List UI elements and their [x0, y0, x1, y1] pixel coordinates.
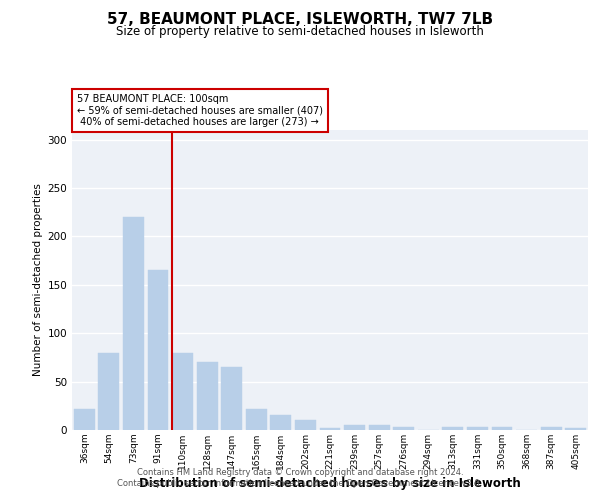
Bar — [197, 362, 218, 430]
Bar — [320, 428, 340, 430]
Bar — [393, 427, 414, 430]
Bar — [221, 367, 242, 430]
Bar — [491, 427, 512, 430]
Bar — [123, 217, 144, 430]
Bar — [295, 420, 316, 430]
Bar — [271, 416, 292, 430]
Bar — [467, 427, 488, 430]
Bar — [74, 408, 95, 430]
Bar — [442, 427, 463, 430]
Text: Size of property relative to semi-detached houses in Isleworth: Size of property relative to semi-detach… — [116, 25, 484, 38]
Bar — [98, 352, 119, 430]
Bar — [172, 352, 193, 430]
Y-axis label: Number of semi-detached properties: Number of semi-detached properties — [33, 184, 43, 376]
Text: Contains HM Land Registry data © Crown copyright and database right 2024.
Contai: Contains HM Land Registry data © Crown c… — [118, 468, 482, 487]
Bar — [565, 428, 586, 430]
Text: 57, BEAUMONT PLACE, ISLEWORTH, TW7 7LB: 57, BEAUMONT PLACE, ISLEWORTH, TW7 7LB — [107, 12, 493, 28]
Bar — [344, 425, 365, 430]
Text: 57 BEAUMONT PLACE: 100sqm
← 59% of semi-detached houses are smaller (407)
 40% o: 57 BEAUMONT PLACE: 100sqm ← 59% of semi-… — [77, 94, 323, 127]
Bar — [148, 270, 169, 430]
X-axis label: Distribution of semi-detached houses by size in Isleworth: Distribution of semi-detached houses by … — [139, 478, 521, 490]
Bar — [541, 427, 562, 430]
Bar — [368, 425, 389, 430]
Bar — [246, 408, 267, 430]
